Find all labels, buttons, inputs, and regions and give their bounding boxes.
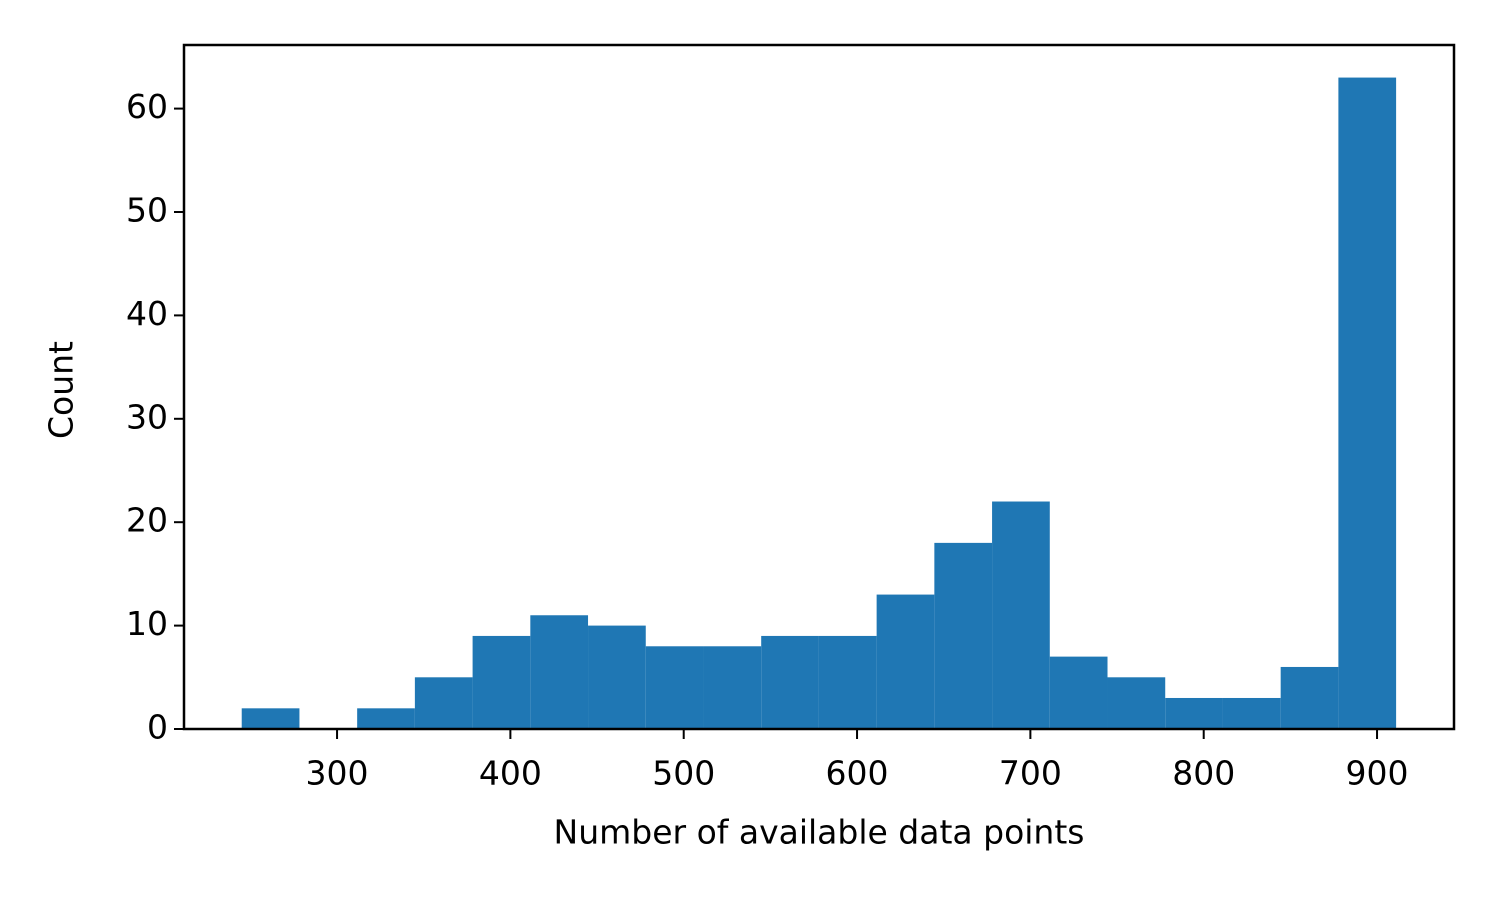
- x-tick-label: 700: [999, 754, 1062, 793]
- bar: [1338, 77, 1397, 730]
- x-tick-label: 300: [306, 754, 369, 793]
- y-tick-label: 50: [126, 190, 168, 229]
- bar: [472, 635, 531, 729]
- bar: [588, 625, 646, 729]
- bar: [992, 501, 1050, 729]
- y-tick-label: 20: [126, 501, 168, 540]
- bar: [1280, 666, 1339, 729]
- bar: [241, 708, 300, 729]
- y-tick-label: 30: [126, 397, 168, 436]
- x-tick-label: 400: [479, 754, 542, 793]
- bar: [1107, 677, 1166, 729]
- bar: [1049, 656, 1108, 729]
- x-axis-label: Number of available data points: [554, 813, 1085, 852]
- bar: [530, 615, 589, 729]
- x-tick-label: 900: [1346, 754, 1409, 793]
- bar: [934, 542, 993, 729]
- bar: [357, 708, 415, 729]
- y-tick-label: 10: [126, 604, 168, 643]
- x-tick-label: 500: [652, 754, 715, 793]
- plot-frame: [182, 43, 1456, 731]
- x-tick-label: 800: [1172, 754, 1235, 793]
- y-tick-label: 40: [126, 294, 168, 333]
- bar: [761, 635, 819, 729]
- bar: [876, 594, 935, 729]
- bar: [645, 646, 704, 729]
- x-tick-label: 600: [826, 754, 889, 793]
- y-axis-label: Count: [42, 341, 81, 439]
- y-tick-label: 0: [147, 708, 168, 747]
- bar: [414, 677, 473, 729]
- bar: [703, 646, 762, 729]
- y-tick-label: 60: [126, 87, 168, 126]
- bar: [1165, 697, 1223, 729]
- bar: [1222, 697, 1281, 729]
- bar: [818, 635, 877, 729]
